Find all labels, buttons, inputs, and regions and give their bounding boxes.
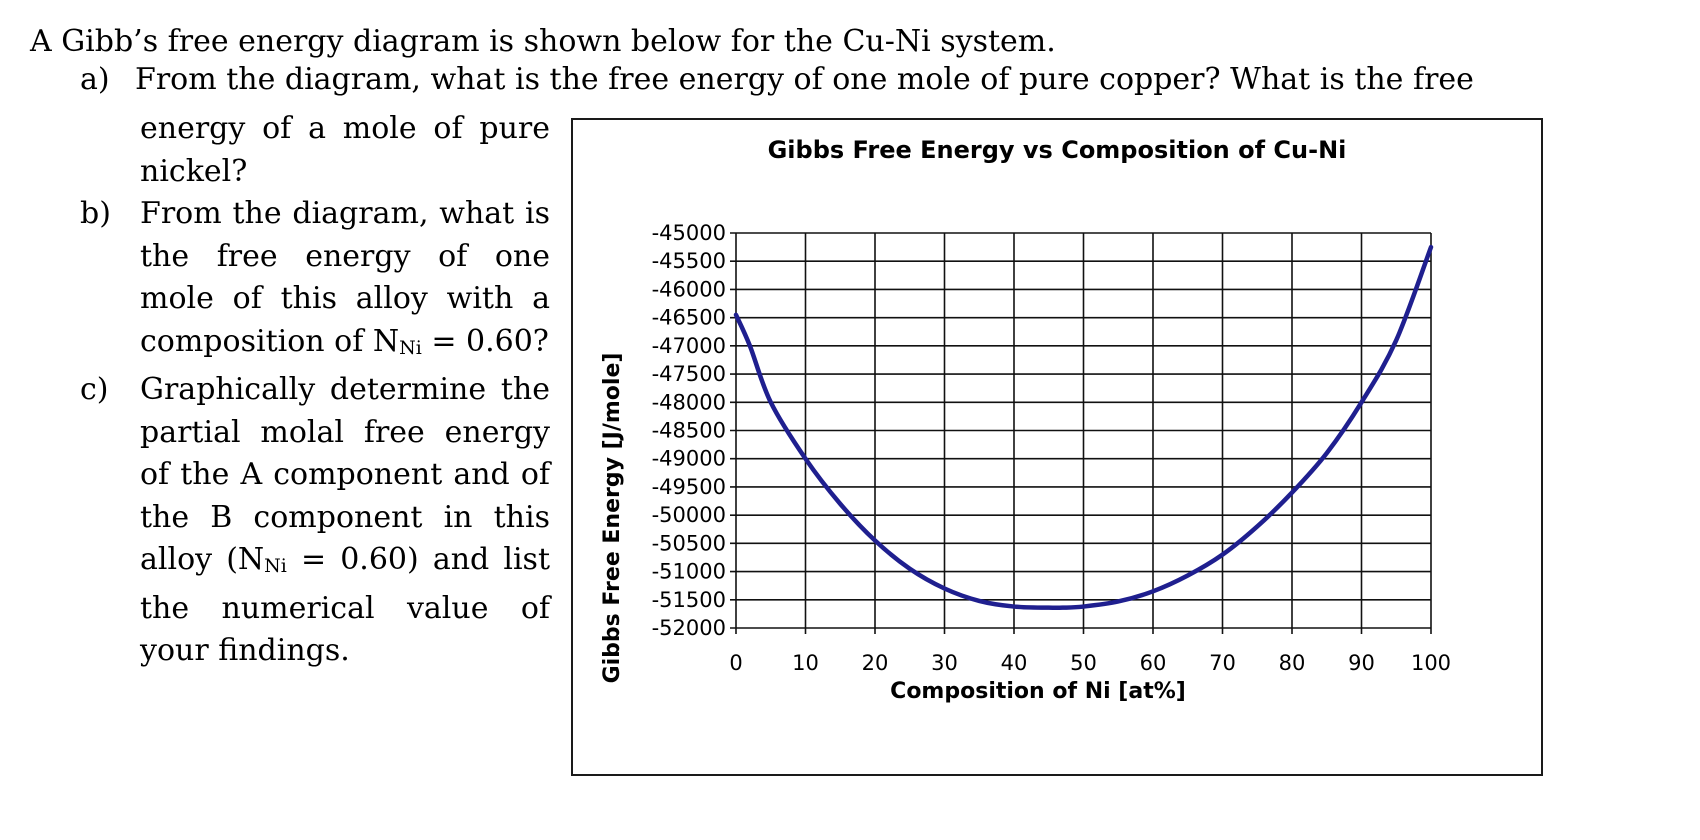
y-tick-label: -47500: [652, 362, 726, 386]
question-a-first-line: a) From the diagram, what is the free ene…: [80, 62, 1474, 97]
x-tick-label: 100: [1411, 651, 1451, 675]
x-axis-title: Composition of Ni [at%]: [890, 679, 1186, 704]
gibbs-energy-chart: Gibbs Free Energy vs Composition of Cu-N…: [600, 136, 1451, 704]
alloy-prefix: alloy (N: [140, 542, 265, 577]
y-tick-label: -50500: [652, 531, 726, 555]
y-tick-label: -49500: [652, 475, 726, 499]
alloy-subscript: Ni: [264, 555, 287, 577]
y-tick-label: -45000: [652, 221, 726, 245]
question-c-line: Graphically determine the: [140, 372, 550, 407]
y-axis-title: Gibbs Free Energy [J/mole]: [600, 353, 625, 684]
y-tick-label: -48000: [652, 390, 726, 414]
question-c-alloy-line: alloy (NNi = 0.60) and list: [140, 539, 550, 588]
question-c-marker: c): [80, 372, 109, 407]
question-b-composition-line: composition of NNi = 0.60?: [140, 321, 550, 370]
grid-lines: [730, 232, 1432, 634]
x-tick-label: 50: [1070, 651, 1097, 675]
composition-prefix: composition of N: [140, 323, 400, 359]
intro-text: A Gibb’s free energy diagram is shown be…: [30, 24, 1056, 59]
alloy-suffix: = 0.60) and list: [286, 542, 550, 577]
question-b-marker: b): [80, 196, 111, 231]
chart-title: Gibbs Free Energy vs Composition of Cu-N…: [768, 136, 1347, 164]
x-tick-label: 70: [1209, 651, 1236, 675]
question-c-line: partial molal free energy: [140, 414, 550, 450]
y-tick-label: -45500: [652, 249, 726, 273]
x-tick-label: 80: [1279, 651, 1306, 675]
question-b-line: From the diagram, what is: [140, 196, 550, 231]
y-tick-labels: -45000 -45500 -46000 -46500 -47000 -47500 -480…: [652, 221, 726, 640]
x-tick-label: 60: [1140, 651, 1167, 675]
question-c-line: the numerical value of: [140, 590, 550, 626]
question-a-line: nickel?: [140, 153, 248, 189]
x-tick-label: 20: [862, 651, 889, 675]
y-tick-label: -47000: [652, 334, 726, 358]
energy-curve: [733, 244, 1434, 611]
y-tick-label: -46000: [652, 277, 726, 301]
composition-suffix: = 0.60?: [421, 323, 549, 359]
x-tick-label: 0: [729, 651, 742, 675]
x-tick-label: 30: [931, 651, 958, 675]
y-tick-label: -51500: [652, 588, 726, 612]
x-tick-label: 10: [792, 651, 819, 675]
x-tick-label: 40: [1001, 651, 1028, 675]
question-list: energy of a mole of pure nickel? b) From…: [80, 108, 550, 673]
question-c: c) Graphically determine the partial mol…: [80, 369, 550, 673]
question-a: energy of a mole of pure nickel?: [80, 108, 550, 193]
y-tick-label: -51000: [652, 560, 726, 584]
y-tick-label: -52000: [652, 616, 726, 640]
y-tick-label: -50000: [652, 503, 726, 527]
x-tick-label: 90: [1348, 651, 1375, 675]
y-tick-label: -46500: [652, 306, 726, 330]
question-c-line: your findings.: [140, 633, 350, 668]
question-c-line: of the A component and of: [140, 457, 550, 492]
y-tick-label: -48500: [652, 419, 726, 443]
chart-frame: Gibbs Free Energy vs Composition of Cu-N…: [571, 118, 1543, 776]
question-a-line: energy of a mole of pure: [140, 111, 550, 146]
question-c-line: the B component in this: [140, 499, 550, 535]
question-b: b) From the diagram, what is the free en…: [80, 193, 550, 369]
question-b-line: mole of this alloy with a: [140, 281, 550, 316]
y-tick-label: -49000: [652, 447, 726, 471]
question-a-first-line-text: From the diagram, what is the free energ…: [135, 62, 1474, 97]
question-a-marker: a): [80, 62, 110, 97]
x-tick-labels: 0 10 20 30 40 50 60 70 80 90 100: [729, 651, 1451, 675]
composition-subscript: Ni: [399, 336, 422, 359]
question-b-line: the free energy of one: [140, 238, 550, 274]
